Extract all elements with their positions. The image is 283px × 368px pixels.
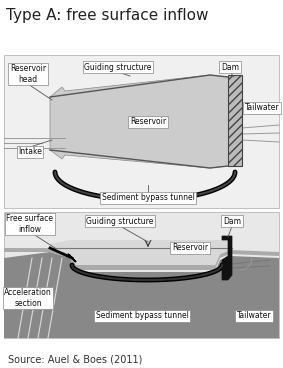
Text: Dam: Dam (223, 216, 241, 226)
Bar (4, 212, 279, 338)
Text: Sediment bypass tunnel: Sediment bypass tunnel (96, 311, 188, 321)
Polygon shape (222, 236, 232, 280)
Text: Acceleration
section: Acceleration section (4, 288, 52, 308)
Polygon shape (50, 75, 235, 168)
Text: Source: Auel & Boes (2011): Source: Auel & Boes (2011) (8, 355, 142, 365)
Text: Free surface
inflow: Free surface inflow (7, 214, 53, 234)
Polygon shape (50, 240, 232, 265)
Polygon shape (4, 252, 279, 338)
Bar (4, 55, 279, 208)
Text: Tailwater: Tailwater (237, 311, 271, 321)
Text: Reservoir: Reservoir (130, 117, 166, 127)
Text: Guiding structure: Guiding structure (86, 216, 154, 226)
Text: Type A: free surface inflow: Type A: free surface inflow (6, 8, 209, 23)
Text: Reservoir
head: Reservoir head (10, 64, 46, 84)
Bar (228, 75, 242, 166)
Text: Tailwater: Tailwater (245, 103, 279, 113)
Polygon shape (68, 254, 76, 262)
Text: Intake: Intake (18, 148, 42, 156)
Text: Dam: Dam (221, 63, 239, 71)
Text: Reservoir: Reservoir (172, 244, 208, 252)
Text: Sediment bypass tunnel: Sediment bypass tunnel (102, 194, 194, 202)
Polygon shape (4, 248, 279, 270)
Text: Guiding structure: Guiding structure (84, 63, 152, 71)
